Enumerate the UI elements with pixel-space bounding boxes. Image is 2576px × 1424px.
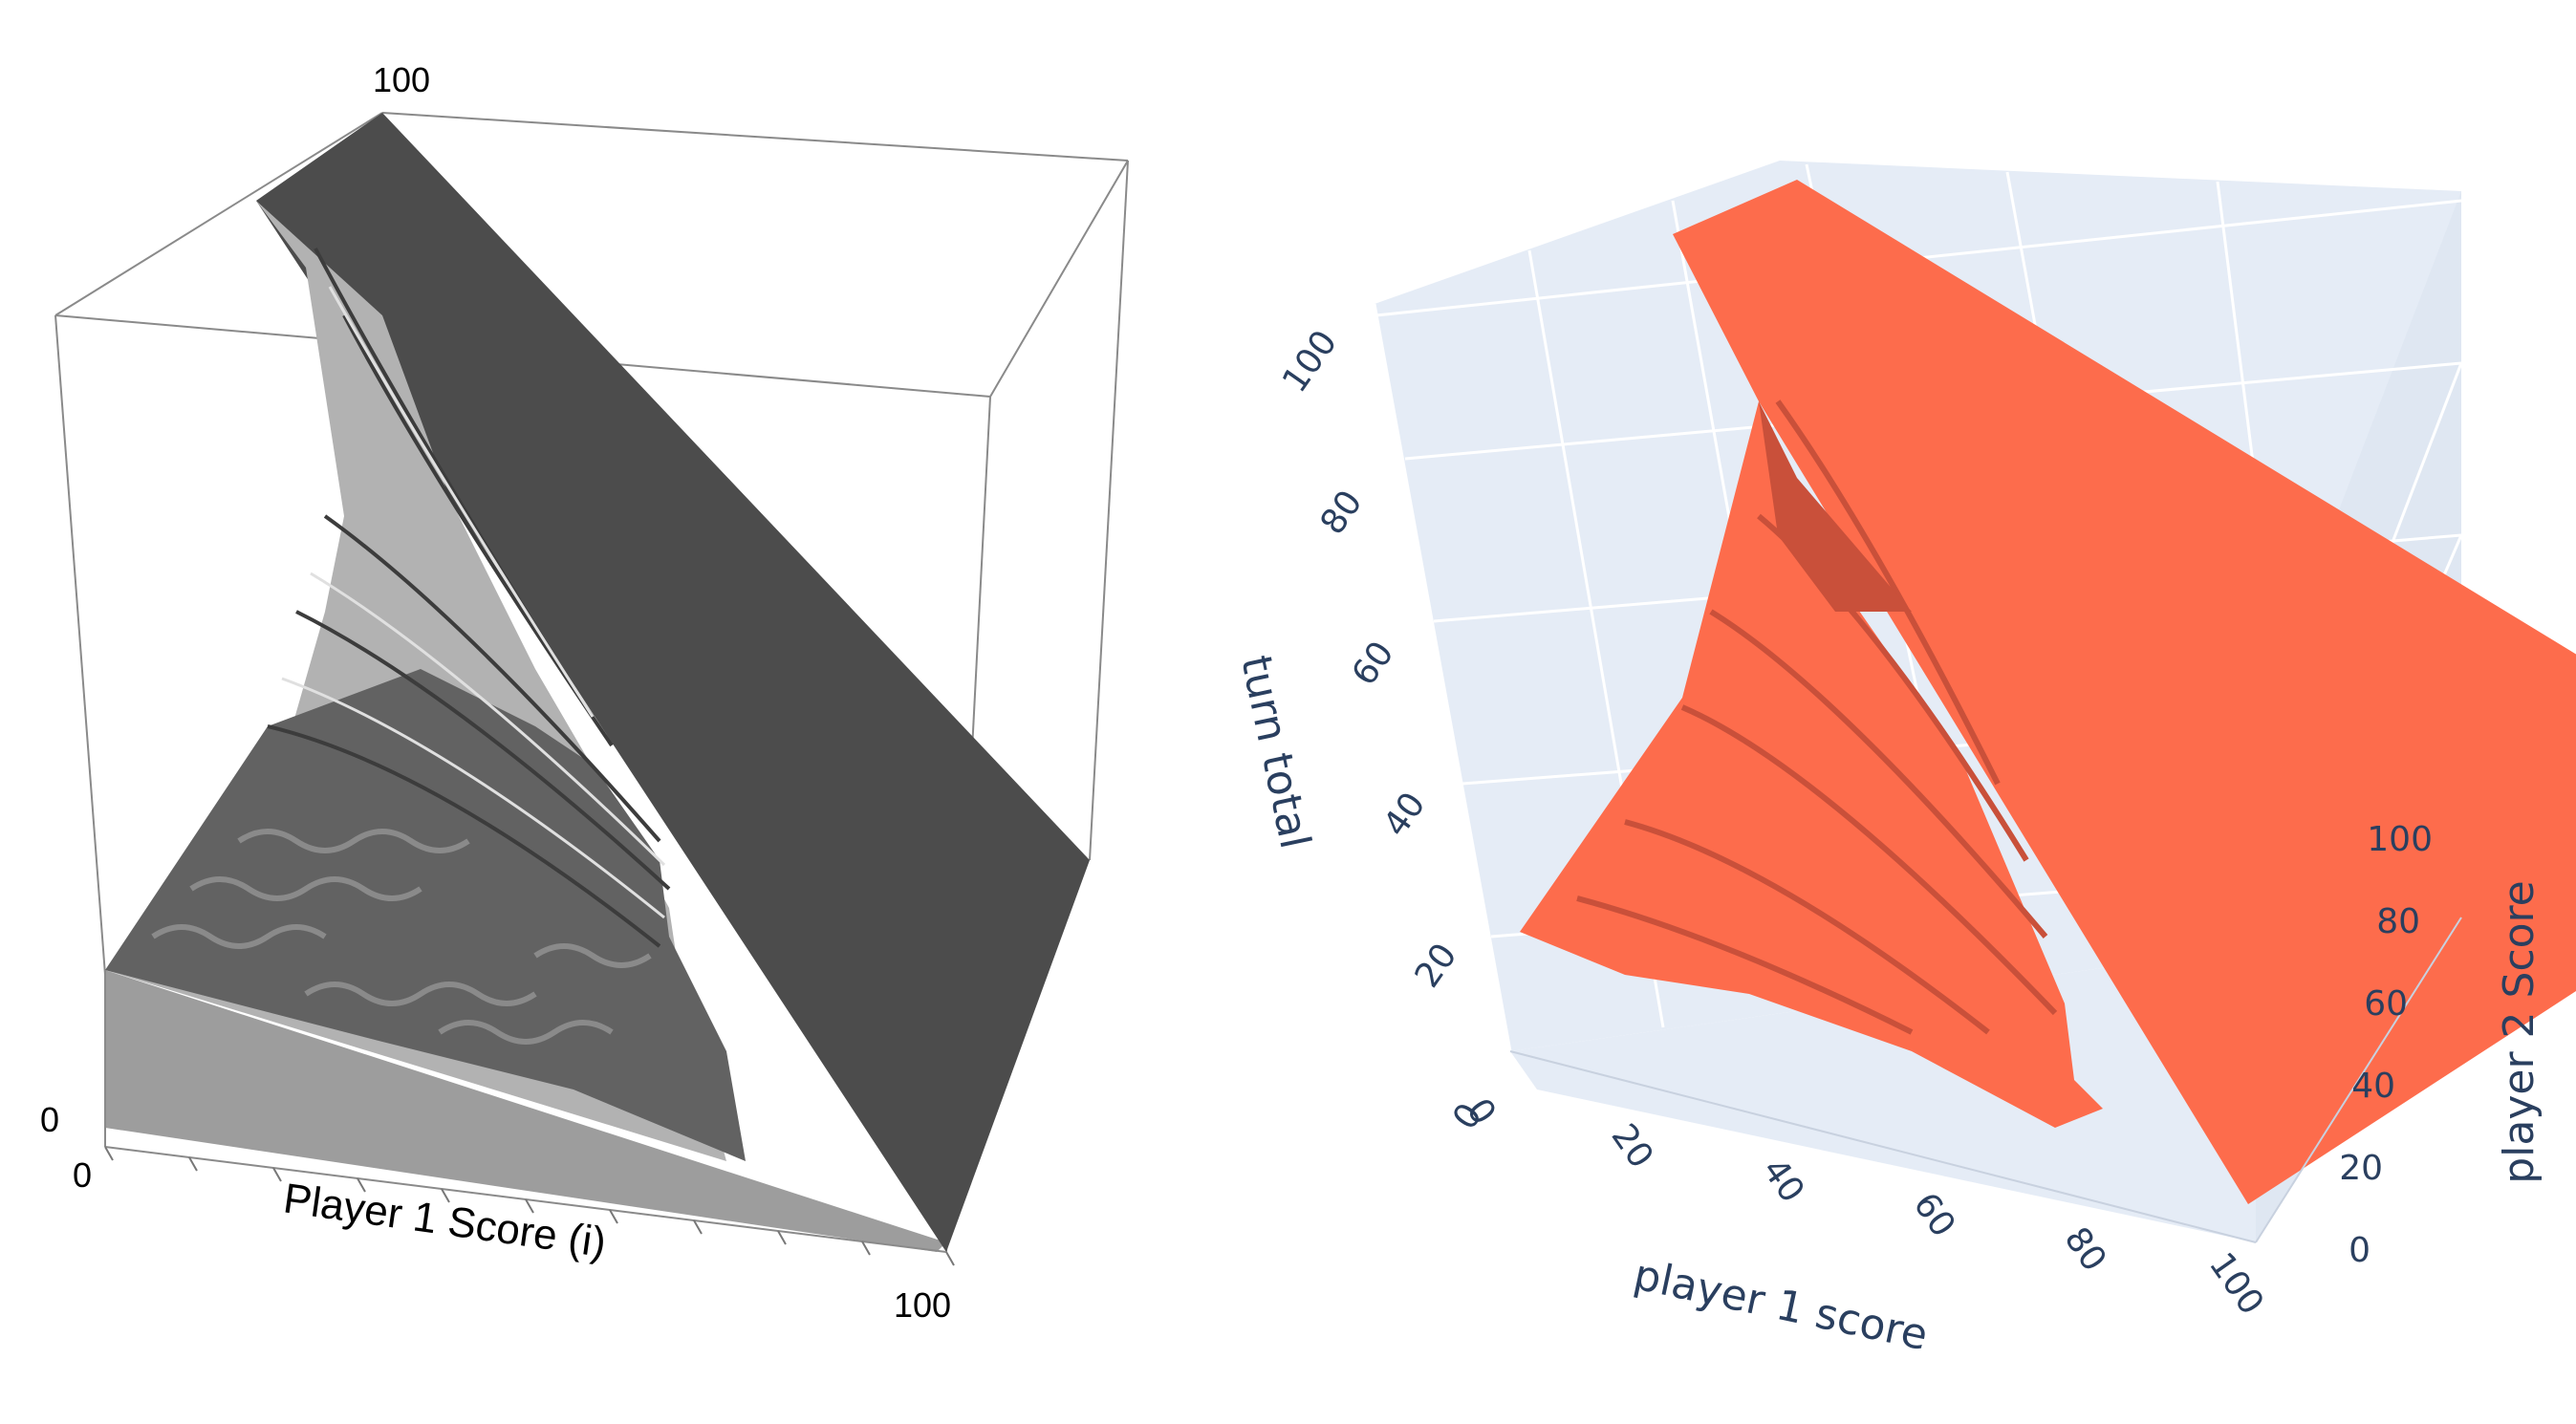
left-x-tick-mark xyxy=(441,1188,450,1203)
left-ridge-highlights xyxy=(281,286,666,919)
right-y-tick-label: 0 xyxy=(2349,1231,2370,1270)
left-dark-plane xyxy=(256,113,1090,1252)
right-z-axis-label: turn total xyxy=(1231,651,1319,852)
left-x-tick-mark xyxy=(693,1219,703,1235)
left-z-tick-bottom: 0 xyxy=(40,1100,59,1139)
right-y-tick-label: 80 xyxy=(2376,902,2420,941)
right-x-tick-label: 60 xyxy=(1905,1186,1962,1244)
left-x-tick-start: 0 xyxy=(73,1155,92,1195)
left-x-ticks xyxy=(104,1146,955,1266)
right-y-ticks: 0 20 40 60 80 100 xyxy=(2339,820,2433,1270)
left-bump-texture xyxy=(151,829,652,1045)
left-x-tick-end: 100 xyxy=(894,1285,951,1325)
right-x-tick-label: 100 xyxy=(2201,1246,2271,1323)
left-lower-surface xyxy=(105,669,746,1161)
right-y-tick-label: 40 xyxy=(2351,1067,2395,1106)
left-x-tick-mark xyxy=(945,1251,955,1266)
left-z-tick-top: 100 xyxy=(373,60,430,99)
right-y-tick-label: 60 xyxy=(2364,984,2408,1024)
left-x-tick-mark xyxy=(525,1198,534,1214)
right-y-axis-label: player 2 Score xyxy=(2495,880,2544,1184)
left-x-tick-mark xyxy=(272,1167,282,1182)
right-z-tick-label: 40 xyxy=(1376,786,1434,844)
right-surface-lower xyxy=(1520,401,2103,1128)
left-x-tick-mark xyxy=(188,1156,198,1172)
right-y-tick-label: 20 xyxy=(2339,1149,2383,1188)
right-axes-lines xyxy=(1509,917,2462,1243)
right-x-tick-label: 20 xyxy=(1603,1117,1660,1176)
right-grid xyxy=(1373,163,2463,1129)
left-x-tick-mark xyxy=(861,1241,871,1256)
left-chart: 100 0 0 100 Player 1 Score (i) xyxy=(40,60,1129,1325)
right-y-tick-label: 100 xyxy=(2367,820,2433,859)
right-z-tick-label: 80 xyxy=(1313,484,1371,542)
right-z-tick-label: 20 xyxy=(1408,937,1465,995)
left-x-tick-mark xyxy=(104,1146,114,1161)
right-surface-plane xyxy=(1673,180,2576,1204)
right-surface-shadow xyxy=(1759,401,1912,612)
right-x-axis-label: player 1 score xyxy=(1630,1250,1932,1360)
left-floor xyxy=(105,970,946,1252)
right-x-tick-label: 40 xyxy=(1754,1152,1811,1210)
left-x-tick-mark xyxy=(777,1230,787,1245)
right-surface-shading xyxy=(1576,399,2058,1035)
left-x-tick-mark xyxy=(609,1209,618,1224)
right-z-tick-label: 60 xyxy=(1345,635,1402,693)
right-x-tick-label: 80 xyxy=(2056,1220,2113,1279)
left-x-tick-mark xyxy=(357,1177,366,1193)
right-z-tick-label: 100 xyxy=(1275,324,1345,400)
